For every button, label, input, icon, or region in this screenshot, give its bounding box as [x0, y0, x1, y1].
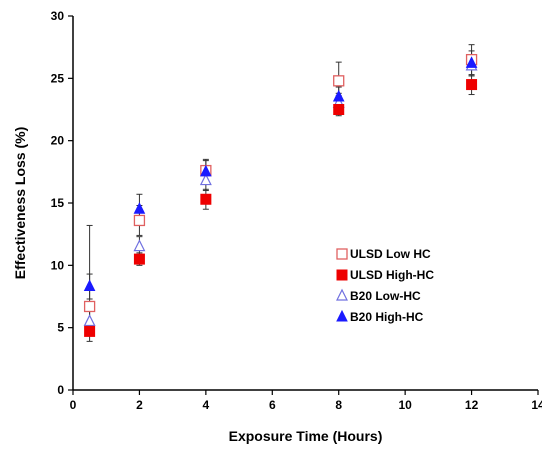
data-point — [200, 164, 212, 177]
y-tick-label: 0 — [57, 383, 64, 397]
data-point — [83, 300, 96, 313]
axes — [72, 16, 538, 391]
data-point — [333, 104, 345, 115]
legend: ULSD Low HC ULSD High-HC B20 Low-HC B20 Hig… — [336, 247, 434, 324]
y-tick-label: 10 — [51, 258, 65, 272]
data-point — [199, 173, 212, 186]
data-point — [83, 314, 96, 327]
x-ticks: 0 2 4 6 8 10 12 14 — [70, 390, 542, 412]
legend-label: B20 High-HC — [350, 310, 424, 324]
data-point — [200, 193, 212, 205]
y-tick-label: 20 — [51, 134, 65, 148]
data-point — [133, 239, 146, 252]
x-tick-label: 10 — [398, 398, 412, 412]
data-point — [466, 79, 478, 91]
x-tick-label: 14 — [531, 398, 542, 412]
data-point — [133, 253, 145, 265]
y-tick-label: 30 — [51, 9, 65, 23]
x-tick-label: 0 — [70, 398, 77, 412]
legend-label: ULSD Low HC — [350, 247, 431, 261]
data-point — [84, 325, 96, 337]
legend-marker — [336, 288, 348, 301]
x-tick-label: 4 — [203, 398, 210, 412]
x-tick-label: 2 — [136, 398, 143, 412]
x-tick-label: 6 — [269, 398, 276, 412]
y-axis-title: Effectiveness Loss (%) — [12, 127, 28, 280]
data-point — [465, 56, 478, 68]
x-axis-title: Exposure Time (Hours) — [229, 428, 383, 444]
legend-label: B20 Low-HC — [350, 289, 421, 303]
y-ticks: 0 5 10 15 20 25 30 — [51, 9, 73, 397]
legend-label: ULSD High-HC — [350, 268, 434, 282]
data-point — [333, 75, 345, 87]
legend-marker — [336, 269, 348, 281]
data-point — [133, 202, 146, 214]
y-tick-label: 15 — [51, 196, 65, 210]
data-point — [133, 214, 146, 227]
x-tick-label: 8 — [335, 398, 342, 412]
y-tick-label: 5 — [57, 321, 64, 335]
x-tick-label: 12 — [465, 398, 479, 412]
y-tick-label: 25 — [51, 71, 65, 85]
data-point — [332, 89, 345, 102]
data-point — [83, 279, 96, 292]
data-points — [83, 53, 478, 337]
legend-marker — [336, 309, 348, 322]
legend-marker — [336, 248, 348, 260]
